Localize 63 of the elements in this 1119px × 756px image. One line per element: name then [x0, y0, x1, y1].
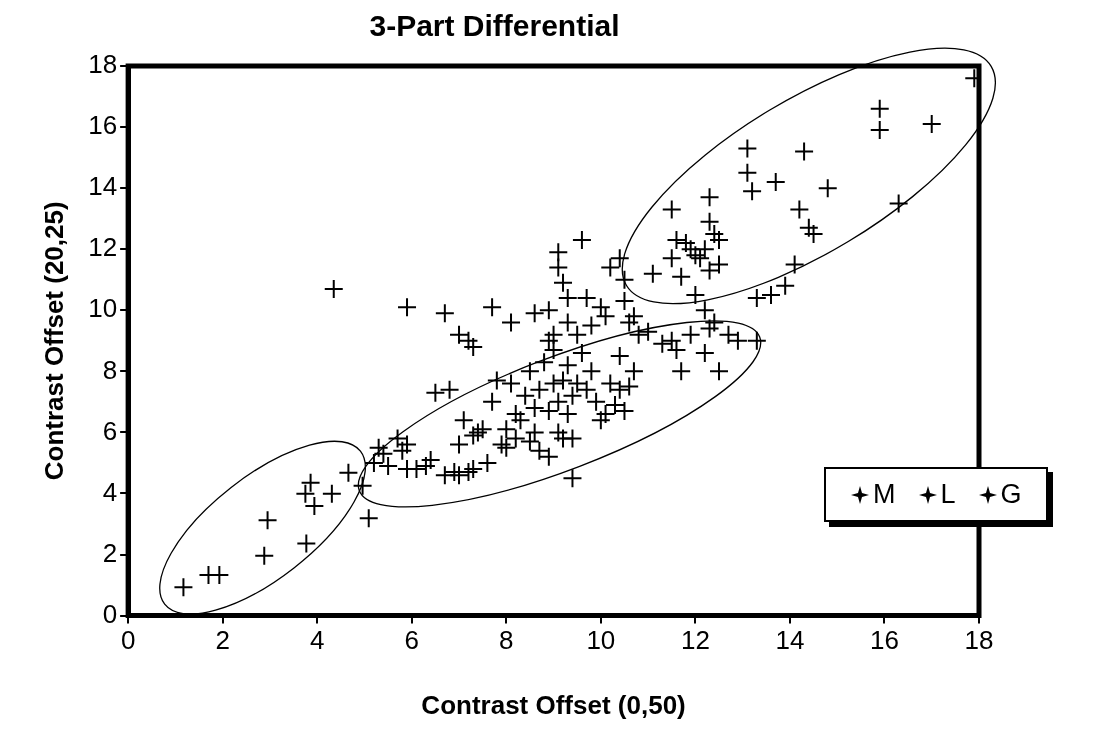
y-tick-label: 18: [88, 49, 118, 80]
x-tick-label: 16: [870, 625, 899, 656]
point: [737, 162, 758, 183]
point: [694, 239, 715, 260]
point: [765, 172, 786, 193]
point: [888, 193, 909, 214]
y-tick-label: 12: [88, 232, 118, 263]
x-axis-title: Contrast Offset (0,50): [421, 689, 686, 720]
x-tick-label: 12: [680, 625, 710, 656]
y-tick-label: 14: [88, 171, 118, 202]
y-tick-label: 6: [102, 415, 118, 446]
legend-label: L: [940, 479, 956, 511]
point: [761, 285, 782, 305]
legend-label: M: [873, 479, 896, 511]
x-tick-label: 6: [404, 625, 419, 656]
point: [296, 533, 317, 554]
point: [671, 266, 692, 287]
point: [352, 475, 373, 496]
point: [338, 462, 359, 483]
point: [257, 510, 278, 531]
point: [784, 254, 805, 275]
x-tick-label: 18: [964, 625, 994, 656]
point: [666, 230, 687, 251]
y-tick-label: 10: [88, 293, 118, 324]
point: [661, 248, 682, 269]
point: [300, 472, 321, 493]
point: [685, 285, 706, 305]
point: [817, 178, 838, 199]
point: [742, 181, 763, 202]
x-tick-label: 10: [586, 625, 616, 656]
y-tick-label: 16: [88, 110, 118, 141]
point: [358, 508, 379, 529]
x-tick-label: 8: [499, 625, 514, 656]
x-tick-label: 2: [215, 625, 230, 656]
point: [794, 141, 815, 162]
point: [699, 211, 720, 232]
point: [803, 223, 824, 244]
point: [737, 138, 758, 159]
point: [173, 577, 194, 598]
point: [661, 199, 682, 220]
point: [869, 120, 890, 141]
point: [709, 230, 730, 251]
point: [321, 483, 342, 504]
point: [869, 98, 890, 119]
point: [704, 223, 725, 244]
point: [254, 545, 275, 566]
x-tick-label: 4: [309, 625, 325, 656]
y-tick-label: 0: [102, 598, 118, 629]
point: [775, 275, 796, 296]
point: [798, 217, 819, 238]
legend-label: G: [1000, 479, 1022, 511]
point: [642, 263, 663, 284]
point: [699, 187, 720, 208]
x-tick-label: 14: [775, 625, 805, 656]
point: [746, 288, 767, 309]
y-axis-title: Contrast Offset (20,25): [38, 201, 69, 481]
point: [789, 199, 810, 220]
y-tick-label: 8: [102, 354, 118, 385]
y-tick-label: 4: [102, 476, 118, 507]
chart-title: 3-Part Differential: [369, 9, 620, 43]
point: [709, 254, 730, 275]
y-tick-label: 2: [102, 537, 118, 568]
point: [921, 114, 942, 135]
